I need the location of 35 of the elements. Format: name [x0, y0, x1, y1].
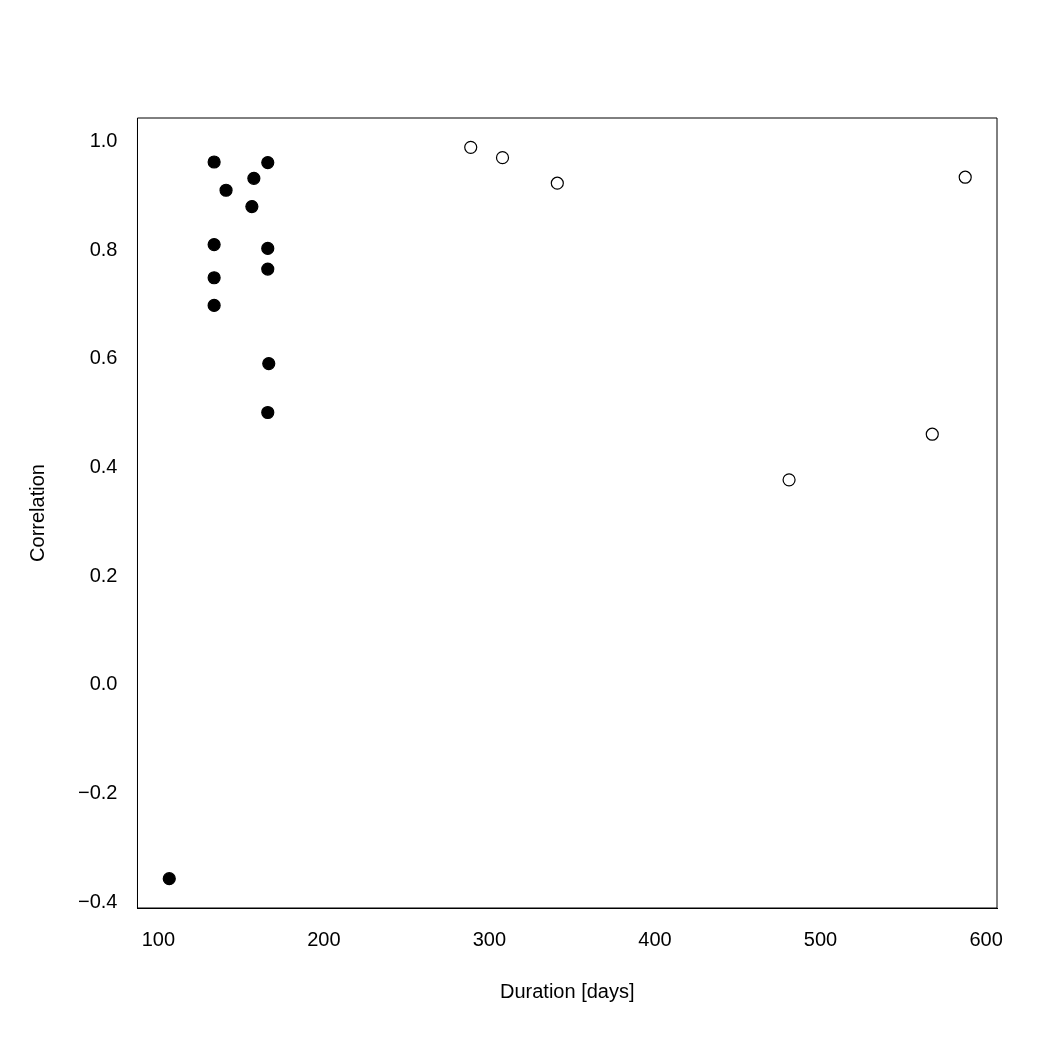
point	[245, 199, 259, 214]
x-tick-label: 300	[472, 927, 507, 950]
y-tick-label: 0.4	[89, 454, 118, 477]
point	[550, 176, 564, 190]
y-tick-label: 0.8	[89, 237, 118, 260]
y-tick-label: 0.6	[89, 346, 118, 369]
x-tick-label: 500	[803, 927, 838, 950]
point	[925, 427, 939, 441]
y-tick-label: −0.4	[78, 889, 118, 912]
point	[261, 155, 275, 170]
point	[219, 183, 233, 197]
point	[262, 356, 276, 371]
point	[207, 298, 221, 313]
point	[261, 262, 275, 276]
x-axis-title: Duration [days]	[499, 979, 635, 1002]
y-axis-title: Correlation	[25, 464, 48, 562]
point	[207, 271, 221, 285]
point	[782, 473, 796, 487]
point	[207, 238, 221, 252]
point	[247, 171, 261, 185]
x-tick-label: 600	[969, 927, 1003, 950]
point	[261, 241, 275, 255]
x-tick-label: 100	[141, 927, 176, 950]
x-tick-label: 400	[638, 927, 672, 950]
y-tick-label: 1.0	[89, 128, 118, 151]
point	[495, 151, 510, 165]
y-tick-label: −0.2	[78, 780, 118, 803]
x-tick-label: 200	[307, 927, 341, 950]
point	[207, 155, 221, 169]
y-tick-label: 0.2	[89, 563, 118, 586]
y-tick-label: 0.0	[89, 672, 118, 695]
point	[958, 170, 972, 184]
point	[261, 405, 275, 420]
point	[162, 872, 176, 886]
point	[464, 140, 478, 154]
